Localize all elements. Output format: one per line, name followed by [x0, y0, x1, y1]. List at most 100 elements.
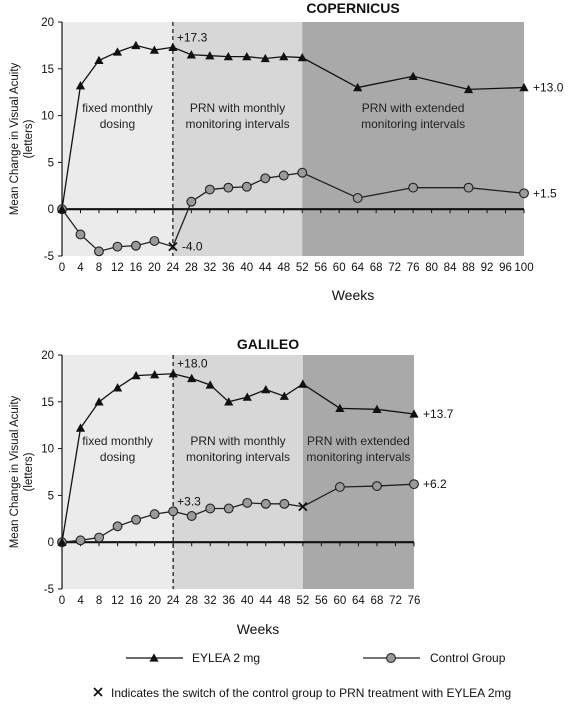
- control-point: [409, 479, 419, 490]
- eylea-point: [205, 380, 215, 389]
- footnote-text: Indicates the switch of the control grou…: [111, 686, 511, 700]
- data-label: +6.2: [423, 477, 447, 491]
- x-tick-label: 60: [333, 595, 346, 607]
- phase-label: monitoring intervals: [186, 117, 290, 131]
- phase-label: monitoring intervals: [306, 450, 410, 464]
- switch-footnote: Indicates the switch of the control grou…: [93, 686, 511, 700]
- x-tick-label: 0: [59, 595, 65, 607]
- y-tick-label: 15: [41, 397, 54, 409]
- switch-marker: [298, 501, 308, 512]
- eylea-point: [205, 51, 215, 60]
- phase-label: fixed monthly: [82, 434, 153, 448]
- legend: EYLEA 2 mg Control Group: [126, 651, 506, 665]
- x-tick-label: 68: [370, 262, 383, 274]
- phase-background: [302, 22, 524, 256]
- x-tick-label: 48: [278, 595, 291, 607]
- x-tick-label: 80: [425, 262, 438, 274]
- control-point: [149, 236, 160, 246]
- x-tick-label: 56: [315, 595, 328, 607]
- phase-background: [302, 355, 414, 589]
- x-tick-label: 52: [296, 262, 309, 274]
- y-axis-label: Mean Change in Visual Acuity: [9, 395, 21, 548]
- eylea-point: [353, 82, 363, 92]
- control-point: [463, 182, 474, 193]
- eylea-point: [463, 84, 474, 94]
- phase-background: [173, 355, 303, 589]
- x-tick-label: 0: [59, 262, 65, 274]
- y-tick-label: 0: [48, 537, 54, 549]
- y-tick-label: 20: [41, 350, 54, 362]
- control-point: [260, 173, 271, 184]
- control-point: [75, 229, 86, 240]
- eylea-point: [150, 370, 160, 379]
- control-point: [278, 170, 289, 181]
- eylea-point: [168, 42, 178, 51]
- x-tick-label: 8: [96, 262, 102, 274]
- phase-label: monitoring intervals: [361, 117, 465, 131]
- eylea-point: [335, 403, 345, 413]
- control-point: [205, 503, 216, 514]
- phase-label: PRN with monthly: [190, 101, 285, 115]
- y-tick-label: 0: [48, 204, 54, 216]
- chart-title: COPERNICUS: [306, 0, 399, 16]
- x-tick-label: 84: [444, 262, 457, 274]
- chart-title: GALILEO: [237, 336, 299, 352]
- phase-label: dosing: [100, 450, 135, 464]
- x-tick-label: 48: [277, 262, 290, 274]
- phase-label: monitoring intervals: [186, 450, 290, 464]
- x-tick-label: 4: [77, 262, 84, 274]
- y-tick-label: 10: [41, 111, 54, 123]
- eylea-point: [94, 55, 104, 65]
- eylea-point: [187, 373, 197, 383]
- x-tick-label: 16: [130, 595, 143, 607]
- x-axis-label: Weeks: [237, 621, 280, 637]
- data-label: -4.0: [182, 240, 203, 254]
- control-point: [112, 521, 123, 532]
- y-tick-label: 5: [48, 157, 54, 169]
- eylea-point: [57, 204, 67, 213]
- x-tick-label: 20: [148, 262, 161, 274]
- control-point: [186, 196, 197, 207]
- x-tick-label: 72: [388, 262, 401, 274]
- eylea-point: [261, 385, 271, 394]
- x-tick-label: 20: [148, 595, 161, 607]
- eylea-point: [223, 52, 233, 61]
- x-tick-label: 16: [130, 262, 143, 274]
- legend-control-marker: [386, 653, 396, 663]
- eylea-point: [408, 71, 418, 80]
- x-tick-label: 24: [167, 595, 180, 607]
- legend-control-label: Control Group: [430, 651, 506, 665]
- x-tick-label: 36: [222, 262, 235, 274]
- control-point: [297, 167, 308, 178]
- control-point: [371, 481, 382, 491]
- control-point: [168, 506, 179, 517]
- eylea-point: [409, 409, 419, 418]
- eylea-point: [94, 397, 104, 406]
- x-tick-label: 56: [314, 262, 327, 274]
- control-point: [260, 498, 271, 509]
- phase-label: PRN with monthly: [190, 434, 285, 448]
- switch-marker-stroke: [168, 242, 178, 252]
- y-axis-label-unit: (letters): [23, 119, 35, 158]
- control-point: [241, 181, 252, 192]
- phase-background: [62, 22, 173, 256]
- x-tick-label: 8: [96, 595, 102, 607]
- chart-panel-copernicus: fixed monthly dosing PRN with monthly monit…: [9, 0, 564, 303]
- y-tick-label: 15: [41, 64, 54, 76]
- control-point: [242, 497, 253, 508]
- control-point: [408, 182, 419, 193]
- y-axis-label: Mean Change in Visual Acuity: [9, 62, 21, 215]
- legend-eylea-label: EYLEA 2 mg: [192, 651, 260, 665]
- eylea-point: [279, 391, 289, 400]
- x-tick-label: 12: [111, 595, 124, 607]
- control-point: [94, 246, 104, 257]
- data-label: +3.3: [177, 494, 201, 508]
- eylea-point: [149, 45, 159, 54]
- x-tick-label: 60: [333, 262, 346, 274]
- x-tick-label: 40: [240, 262, 253, 274]
- eylea-point: [298, 379, 308, 388]
- eylea-point: [131, 370, 141, 380]
- x-axis-label: Weeks: [332, 287, 375, 303]
- eylea-point: [57, 537, 67, 546]
- y-tick-label: 10: [41, 444, 54, 456]
